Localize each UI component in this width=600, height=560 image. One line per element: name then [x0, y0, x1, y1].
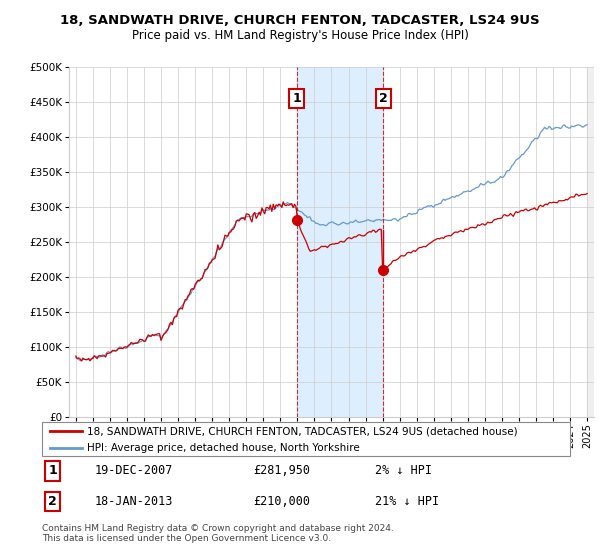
Text: 21% ↓ HPI: 21% ↓ HPI [374, 495, 439, 508]
Text: 2% ↓ HPI: 2% ↓ HPI [374, 464, 431, 478]
Text: 18, SANDWATH DRIVE, CHURCH FENTON, TADCASTER, LS24 9US: 18, SANDWATH DRIVE, CHURCH FENTON, TADCA… [60, 14, 540, 27]
Text: 18-JAN-2013: 18-JAN-2013 [95, 495, 173, 508]
Text: 2: 2 [48, 495, 57, 508]
Text: 19-DEC-2007: 19-DEC-2007 [95, 464, 173, 478]
Bar [297, 67, 383, 417]
Text: HPI: Average price, detached house, North Yorkshire: HPI: Average price, detached house, Nort… [87, 443, 359, 452]
Bar [587, 67, 594, 417]
Text: Price paid vs. HM Land Registry's House Price Index (HPI): Price paid vs. HM Land Registry's House … [131, 29, 469, 42]
Text: 1: 1 [48, 464, 57, 478]
Text: 1: 1 [293, 92, 301, 105]
Text: £210,000: £210,000 [253, 495, 310, 508]
FancyBboxPatch shape [42, 422, 570, 456]
Text: 18, SANDWATH DRIVE, CHURCH FENTON, TADCASTER, LS24 9US (detached house): 18, SANDWATH DRIVE, CHURCH FENTON, TADCA… [87, 426, 518, 436]
Text: £281,950: £281,950 [253, 464, 310, 478]
Text: Contains HM Land Registry data © Crown copyright and database right 2024.
This d: Contains HM Land Registry data © Crown c… [42, 524, 394, 543]
Text: 2: 2 [379, 92, 388, 105]
